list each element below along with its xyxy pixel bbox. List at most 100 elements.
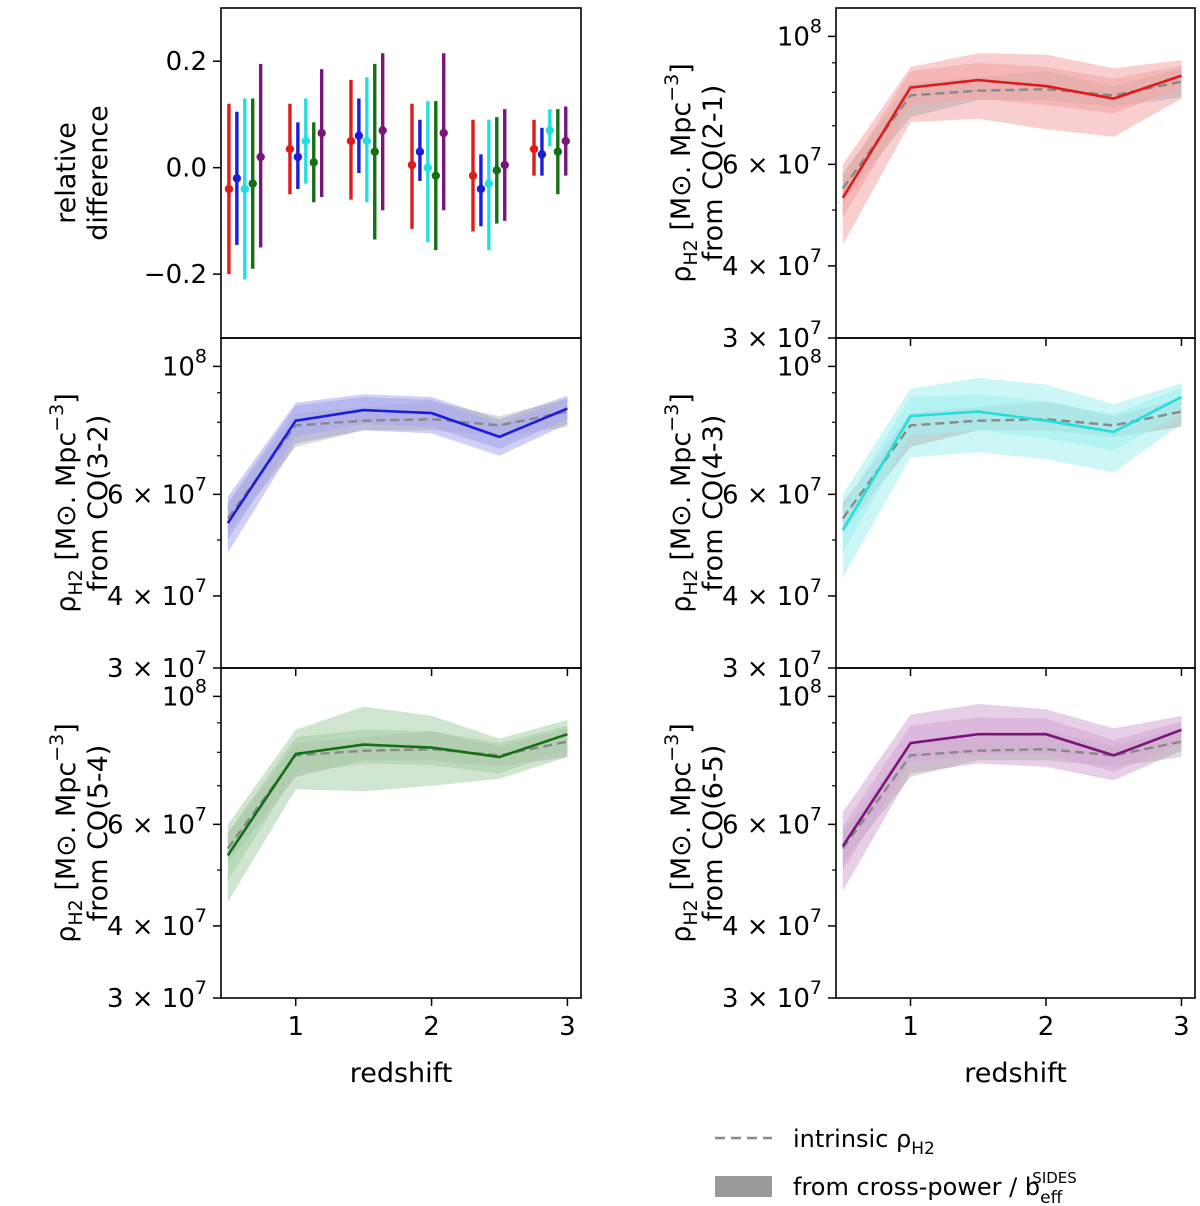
measured-line <box>226 732 568 857</box>
inner-uncertainty-band <box>227 397 568 540</box>
y-tick-label: 108 <box>777 15 822 52</box>
data-point <box>407 160 417 170</box>
x-tick-label: 2 <box>423 1012 440 1042</box>
inner-uncertainty-band <box>842 62 1182 218</box>
data-point <box>439 128 448 138</box>
data-point <box>561 136 570 146</box>
y-tick-label: −0.2 <box>144 260 207 290</box>
y-tick-label: 3 × 107 <box>722 977 822 1014</box>
measured-line <box>841 728 1182 847</box>
legend-intrinsic-label: intrinsic ρH2 <box>793 1125 935 1159</box>
data-point <box>309 158 318 167</box>
data-point <box>232 174 242 183</box>
intrinsic-line <box>226 410 568 520</box>
data-point <box>476 184 486 194</box>
y-tick-label: 4 × 107 <box>107 905 207 942</box>
data-point <box>484 179 494 188</box>
measured-line <box>841 395 1183 531</box>
y-axis-label: ρH2 [M⊙. Mpc−3] <box>661 393 702 613</box>
inner-uncertainty-band <box>842 717 1182 870</box>
axes-frame <box>220 337 582 669</box>
data-point <box>301 136 311 146</box>
x-tick-label: 3 <box>1173 1012 1190 1042</box>
y-tick-label: 4 × 107 <box>722 905 822 942</box>
data-point <box>553 147 563 156</box>
y-tick-label: 6 × 107 <box>107 803 207 840</box>
y-axis-label-line2: difference <box>83 105 114 241</box>
y-axis-label: relative <box>51 122 82 224</box>
y-tick-label: 3 × 107 <box>722 317 822 354</box>
x-tick-label: 2 <box>1038 1012 1055 1042</box>
data-point <box>415 147 425 156</box>
y-axis-label-line2: from CO(4-3) <box>698 415 729 592</box>
y-tick-label: 0.0 <box>166 154 207 184</box>
y-tick-label: 6 × 107 <box>722 143 822 180</box>
series-co-3-2- <box>232 98 547 245</box>
data-point <box>468 171 478 180</box>
series-co-4-3- <box>240 77 555 280</box>
y-tick-label: 108 <box>162 345 207 382</box>
panel-from-co-3-2-: 108 6 × 107 4 × 107 3 × 107 ρH2 [M⊙. Mpc−3]f… <box>46 337 582 684</box>
y-tick-label: 6 × 107 <box>722 803 822 840</box>
y-tick-label: 4 × 107 <box>107 575 207 612</box>
y-axis-label: ρH2 [M⊙. Mpc−3] <box>46 393 87 613</box>
x-tick-label: 1 <box>287 1012 304 1042</box>
data-point <box>248 179 257 188</box>
y-axis-label: ρH2 [M⊙. Mpc−3] <box>46 723 87 943</box>
y-tick-label: 6 × 107 <box>107 473 207 510</box>
panel-relative-difference: 0.2 0.0 −0.2 relative difference <box>51 7 582 339</box>
series-co-5-4- <box>248 63 563 269</box>
series-co-6-5- <box>256 53 570 248</box>
data-point <box>500 160 509 170</box>
intrinsic-line <box>841 740 1182 850</box>
y-tick-label: 108 <box>777 345 822 382</box>
data-point <box>537 150 547 159</box>
y-tick-label: 4 × 107 <box>722 245 822 282</box>
y-axis-label-line2: from CO(6-5) <box>698 745 729 922</box>
x-axis-label: redshift <box>964 1058 1067 1089</box>
data-point <box>370 147 379 156</box>
y-tick-label: 0.2 <box>166 47 207 77</box>
intrinsic-line <box>841 80 1182 190</box>
panel-from-co-4-3-: 108 6 × 107 4 × 107 3 × 107 ρH2 [M⊙. Mpc−3]f… <box>661 337 1196 684</box>
y-tick-label: 6 × 107 <box>722 473 822 510</box>
y-tick-label: 3 × 107 <box>107 977 207 1014</box>
axes-frame <box>220 667 582 999</box>
legend: intrinsic ρH2 from cross-power / beffSIDE… <box>715 1125 1077 1206</box>
data-point <box>293 152 303 162</box>
data-point <box>378 126 387 135</box>
x-tick-label: 1 <box>902 1012 919 1042</box>
y-axis-label-line2: from CO(2-1) <box>698 85 729 262</box>
measured-line <box>841 74 1182 199</box>
data-point <box>492 166 501 175</box>
intrinsic-line <box>841 410 1182 520</box>
panel-from-co-6-5-: 108 6 × 107 4 × 107 3 × 107 1 2 3 redshift ρH2 [… <box>661 667 1196 1089</box>
data-point <box>240 184 249 194</box>
data-point <box>362 136 372 146</box>
data-point <box>431 171 440 180</box>
inner-uncertainty-band <box>227 725 568 881</box>
data-point <box>529 144 539 154</box>
y-tick-label: 4 × 107 <box>722 575 822 612</box>
y-axis-label-line2: from CO(5-4) <box>83 745 114 922</box>
y-tick-label: 108 <box>162 675 207 712</box>
y-tick-label: 3 × 107 <box>107 647 207 684</box>
data-point <box>423 163 433 172</box>
data-point <box>545 126 555 135</box>
data-point <box>317 128 326 138</box>
legend-band-swatch <box>715 1176 772 1197</box>
data-point <box>346 136 356 146</box>
data-point <box>285 144 295 154</box>
data-point <box>224 184 234 194</box>
x-axis-label: redshift <box>350 1058 453 1089</box>
measured-line <box>226 407 568 524</box>
y-tick-label: 108 <box>777 675 822 712</box>
axes-frame <box>835 667 1196 999</box>
data-point <box>354 131 364 140</box>
series-co-2-1- <box>224 79 539 275</box>
legend-band-label: from cross-power / beffSIDES <box>793 1169 1077 1206</box>
data-point <box>256 152 265 162</box>
x-tick-label: 3 <box>559 1012 576 1042</box>
y-axis-label: ρH2 [M⊙. Mpc−3] <box>661 723 702 943</box>
